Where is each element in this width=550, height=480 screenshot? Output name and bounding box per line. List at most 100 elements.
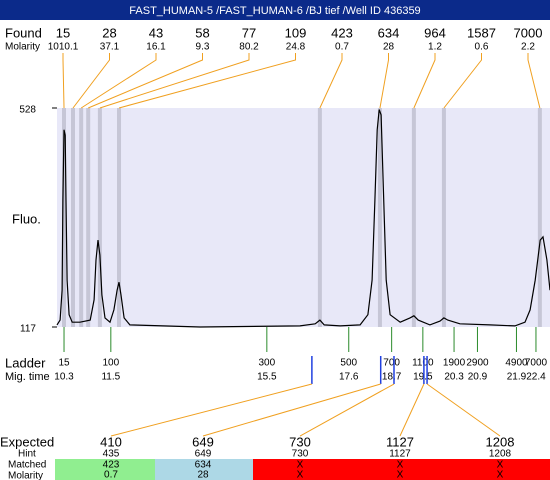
y-label: Fluo. <box>12 211 41 226</box>
ladder-size: 2900 <box>466 358 489 369</box>
peak-band <box>86 108 91 327</box>
peak-connector <box>88 53 203 109</box>
peak-band <box>441 108 446 327</box>
plot-area <box>57 108 550 327</box>
ladder-size: 4900 <box>505 358 528 369</box>
peak-band <box>377 108 382 327</box>
found-size: 7000 <box>514 25 543 40</box>
peak-connector <box>379 53 389 109</box>
ladder-time: 18.7 <box>382 372 402 383</box>
hint-label: Hint <box>18 449 36 460</box>
ladder-time: 17.6 <box>339 372 359 383</box>
found-molarity: 24.8 <box>286 42 306 53</box>
expected-value: 1208 <box>486 434 515 449</box>
found-size: 28 <box>102 25 116 40</box>
peak-connector <box>118 53 296 109</box>
molarity-cell <box>155 470 253 480</box>
peak-connector <box>99 53 250 109</box>
matched-label: Matched <box>8 460 46 471</box>
molarity-value: X <box>397 470 404 480</box>
found-molarity: 2.2 <box>521 42 535 53</box>
expected-value: 410 <box>100 434 122 449</box>
ladder-size: 500 <box>340 358 357 369</box>
found-size: 634 <box>378 25 400 40</box>
peak-band <box>117 108 122 327</box>
found-size: 43 <box>149 25 163 40</box>
matched-value: X <box>497 460 504 471</box>
expected-value: 730 <box>289 434 311 449</box>
found-molarity: 16.1 <box>146 42 166 53</box>
hint-value: 1208 <box>489 449 512 460</box>
found-size: 109 <box>285 25 307 40</box>
trace <box>56 109 550 328</box>
hint-value: 1127 <box>389 449 411 460</box>
matched-cell <box>155 459 253 470</box>
expected-value: 649 <box>192 434 214 449</box>
found-size: 964 <box>424 25 446 40</box>
matched-value: 634 <box>195 460 212 471</box>
molarity-label: Molarity <box>5 42 40 53</box>
expected-label: Expected <box>0 434 54 449</box>
found-molarity: 1.2 <box>428 42 442 53</box>
ladder-time: 21.9 <box>507 372 527 383</box>
expected-value: 1127 <box>386 434 414 449</box>
expected-connector <box>399 383 425 437</box>
hint-value: 730 <box>292 449 309 460</box>
title: FAST_HUMAN-5 /FAST_HUMAN-6 /BJ tief /Wel… <box>129 5 420 17</box>
ladder-time: 22.4 <box>526 372 546 383</box>
found-molarity: 28 <box>383 42 395 53</box>
molarity-value: X <box>297 470 304 480</box>
peak-connector <box>80 53 157 109</box>
molarity-value: 0.7 <box>104 470 118 480</box>
ladder-time: 19.5 <box>413 372 433 383</box>
expected-connector <box>426 383 501 437</box>
hint-value: 435 <box>103 449 120 460</box>
found-molarity: 80.2 <box>239 42 259 53</box>
peak-connector <box>72 53 110 109</box>
ladder-size: 1100 <box>412 358 434 369</box>
molarity-cell <box>253 470 550 480</box>
peak-band <box>317 108 322 327</box>
molarity-row-label: Molarity <box>8 471 43 480</box>
found-molarity: 37.1 <box>100 42 120 53</box>
peak-band <box>411 108 416 327</box>
expected-connector <box>202 383 381 437</box>
found-size: 77 <box>242 25 256 40</box>
matched-value: 423 <box>103 460 120 471</box>
y-tick-label: 117 <box>20 324 36 335</box>
peak-connector <box>413 53 436 109</box>
found-size: 58 <box>195 25 209 40</box>
peak-band <box>70 108 75 327</box>
peak-band <box>79 108 84 327</box>
peak-connector <box>443 53 482 109</box>
found-molarity: 1010.1 <box>48 42 79 53</box>
found-molarity: 0.6 <box>475 42 489 53</box>
ladder-size: 300 <box>258 358 275 369</box>
peak-connector <box>527 53 541 109</box>
found-molarity: 0.7 <box>335 42 349 53</box>
ladder-size: 7000 <box>525 358 548 369</box>
found-size: 1587 <box>467 25 496 40</box>
expected-connector <box>110 383 313 437</box>
found-size: 15 <box>56 25 70 40</box>
peak-band <box>97 108 102 327</box>
matched-cell <box>55 459 155 470</box>
peak-band <box>537 108 542 327</box>
matched-cell <box>253 459 550 470</box>
hint-value: 649 <box>195 449 212 460</box>
peak-connector <box>319 53 343 109</box>
ladder-time: 20.3 <box>444 372 464 383</box>
ladder-size: 700 <box>383 358 400 369</box>
molarity-cell <box>55 470 155 480</box>
title-bar <box>0 0 550 20</box>
ladder-time: 10.3 <box>54 372 74 383</box>
ladder-time: 20.9 <box>468 372 488 383</box>
ladder-size: 15 <box>58 358 70 369</box>
molarity-value: 28 <box>197 470 209 480</box>
ladder-label: Ladder <box>5 355 46 370</box>
peak-connector <box>62 53 65 109</box>
expected-connector <box>299 383 395 437</box>
ladder-time: 15.5 <box>257 372 277 383</box>
matched-value: X <box>297 460 304 471</box>
